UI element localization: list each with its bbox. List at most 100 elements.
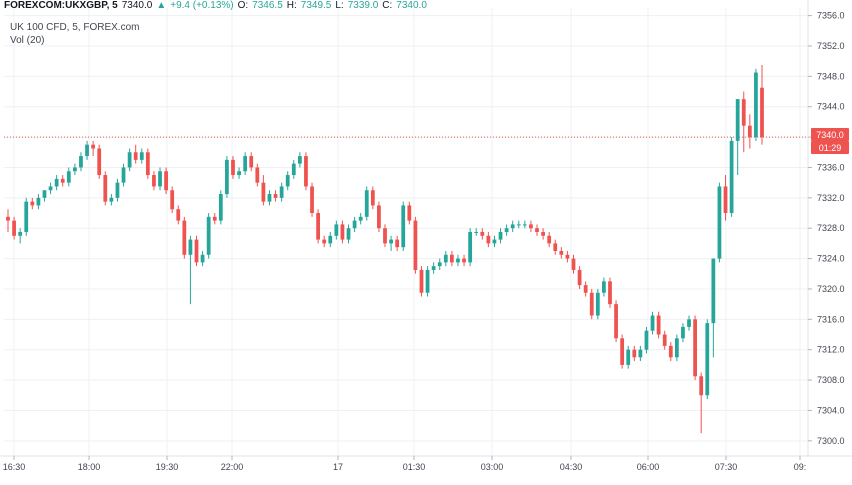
volume-legend[interactable]: Vol (20) xyxy=(10,35,45,46)
symbol-label[interactable]: FOREXCOM:UKXGBP, 5 xyxy=(4,0,118,11)
candle[interactable] xyxy=(322,235,327,248)
candle[interactable] xyxy=(194,235,199,267)
candle[interactable] xyxy=(316,209,320,244)
candle[interactable] xyxy=(370,186,375,210)
candle[interactable] xyxy=(674,334,679,362)
candle[interactable] xyxy=(73,163,77,176)
candle[interactable] xyxy=(291,159,296,179)
candle[interactable] xyxy=(577,266,582,289)
candle[interactable] xyxy=(212,213,217,225)
candle[interactable] xyxy=(510,220,515,232)
candle[interactable] xyxy=(127,148,132,172)
candle[interactable] xyxy=(456,254,460,267)
candle[interactable] xyxy=(346,224,351,244)
candle[interactable] xyxy=(139,148,144,164)
candle[interactable] xyxy=(462,254,466,267)
candle[interactable] xyxy=(328,232,333,248)
candle[interactable] xyxy=(66,167,71,187)
candle[interactable] xyxy=(553,239,558,255)
candle[interactable] xyxy=(200,250,205,267)
candle[interactable] xyxy=(608,277,612,308)
candle[interactable] xyxy=(255,163,260,187)
candle[interactable] xyxy=(231,156,235,179)
candle[interactable] xyxy=(401,201,406,251)
candle[interactable] xyxy=(334,220,339,240)
candle[interactable] xyxy=(760,64,764,145)
candle[interactable] xyxy=(85,140,89,160)
candle[interactable] xyxy=(6,209,10,232)
candle[interactable] xyxy=(516,220,521,229)
candle[interactable] xyxy=(97,144,102,179)
candle[interactable] xyxy=(754,68,758,141)
candle[interactable] xyxy=(121,163,126,187)
candle[interactable] xyxy=(498,228,503,244)
candle[interactable] xyxy=(60,175,65,187)
candle[interactable] xyxy=(662,330,667,350)
candle[interactable] xyxy=(18,228,23,244)
candle[interactable] xyxy=(12,216,16,240)
candle[interactable] xyxy=(443,250,448,267)
candle[interactable] xyxy=(589,288,594,320)
candle[interactable] xyxy=(218,190,223,225)
candle[interactable] xyxy=(711,258,716,358)
candle[interactable] xyxy=(364,186,369,221)
candle[interactable] xyxy=(267,190,272,206)
candle[interactable] xyxy=(705,319,710,400)
candle[interactable] xyxy=(115,178,120,202)
candle[interactable] xyxy=(24,197,29,236)
candle[interactable] xyxy=(668,342,673,362)
candle[interactable] xyxy=(279,182,284,202)
candle[interactable] xyxy=(145,148,150,179)
candle[interactable] xyxy=(595,288,600,320)
candle[interactable] xyxy=(547,232,552,248)
candle[interactable] xyxy=(693,315,697,381)
candle[interactable] xyxy=(158,167,162,191)
candle[interactable] xyxy=(504,224,509,236)
candle[interactable] xyxy=(638,345,643,362)
candle[interactable] xyxy=(486,232,491,248)
candle[interactable] xyxy=(164,167,168,195)
candle[interactable] xyxy=(377,201,381,232)
candle[interactable] xyxy=(413,216,418,274)
candle[interactable] xyxy=(358,213,363,225)
candle[interactable] xyxy=(30,197,35,210)
candle[interactable] xyxy=(297,152,302,168)
candle[interactable] xyxy=(529,220,533,232)
candle[interactable] xyxy=(571,254,576,274)
candle[interactable] xyxy=(91,140,96,157)
candle[interactable] xyxy=(699,372,704,434)
candle[interactable] xyxy=(389,235,393,251)
candle[interactable] xyxy=(407,201,412,225)
candle[interactable] xyxy=(79,152,83,172)
candle[interactable] xyxy=(352,216,357,232)
candle[interactable] xyxy=(620,334,625,369)
candle[interactable] xyxy=(182,216,187,259)
candle[interactable] xyxy=(273,190,278,202)
candle[interactable] xyxy=(583,281,588,297)
candle[interactable] xyxy=(36,194,41,210)
candle[interactable] xyxy=(188,235,193,305)
candle[interactable] xyxy=(681,323,685,343)
candle[interactable] xyxy=(419,266,424,297)
candle[interactable] xyxy=(602,277,606,297)
candle[interactable] xyxy=(383,224,387,248)
candle[interactable] xyxy=(425,266,430,297)
candle[interactable] xyxy=(650,311,655,335)
candle[interactable] xyxy=(741,91,746,153)
candle[interactable] xyxy=(133,144,138,164)
candle[interactable] xyxy=(723,175,728,221)
candle[interactable] xyxy=(261,175,266,206)
candle[interactable] xyxy=(729,137,734,217)
candle[interactable] xyxy=(747,114,752,149)
candle[interactable] xyxy=(304,152,308,191)
candle[interactable] xyxy=(565,250,570,263)
candle[interactable] xyxy=(656,311,661,339)
candle[interactable] xyxy=(54,175,59,191)
candle[interactable] xyxy=(431,262,436,274)
instrument-legend[interactable]: UK 100 CFD, 5, FOREX.com xyxy=(10,22,140,33)
candle[interactable] xyxy=(48,182,53,195)
candle[interactable] xyxy=(237,167,241,179)
candle[interactable] xyxy=(717,182,722,263)
candle[interactable] xyxy=(632,345,637,362)
